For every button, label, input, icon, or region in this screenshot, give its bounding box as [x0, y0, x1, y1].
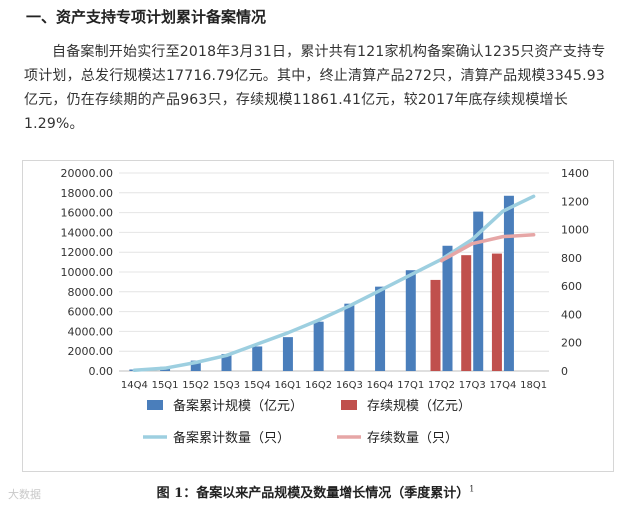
chart-frame: 0.00 2000.00 4000.00 6000.00 8000.00 10000.00… [22, 160, 614, 472]
bar-cumulative-scale [282, 337, 293, 371]
y-left-tick-label: 14000.00 [61, 226, 114, 239]
bar-outstanding-scale [461, 255, 472, 371]
bar-outstanding-scale [491, 253, 502, 371]
x-tick-label: 16Q2 [305, 380, 332, 391]
bar-cumulative-scale [442, 245, 453, 371]
x-tick-label: 17Q3 [459, 380, 486, 391]
line-outstanding-count [439, 233, 536, 263]
bar-cumulative-scale [313, 321, 324, 371]
legend-outstanding-count-label: 存续数量（只） [367, 431, 458, 446]
bar-cumulative-scale [473, 211, 484, 371]
y-left-tick-label: 8000.00 [68, 286, 114, 299]
x-tick-label: 18Q1 [520, 380, 547, 391]
y-left-tick-label: 12000.00 [61, 246, 114, 259]
y-left-tick-label: 20000.00 [61, 167, 114, 180]
y-left-tick-label: 2000.00 [68, 345, 114, 358]
legend-cumulative-scale-swatch [147, 400, 163, 410]
y-right-tick-label: 800 [561, 252, 582, 265]
summary-paragraph: 自备案制开始实行至2018年3月31日，累计共有121家机构备案确认1235只资… [24, 44, 606, 132]
y-right-tick-label: 0 [561, 365, 568, 378]
chart-svg: 0.00 2000.00 4000.00 6000.00 8000.00 10000.00… [61, 167, 590, 446]
y-left-tick-label: 16000.00 [61, 207, 114, 220]
y-left-tick-label: 0.00 [89, 365, 114, 378]
x-tick-label: 15Q2 [182, 380, 209, 391]
x-tick-label: 17Q2 [428, 380, 455, 391]
y-left-tick-label: 10000.00 [61, 266, 114, 279]
x-tick-label: 15Q3 [213, 380, 240, 391]
y-right-tick-label: 1200 [561, 195, 589, 208]
x-tick-label: 17Q4 [489, 380, 516, 391]
line-cumulative-count [132, 194, 536, 373]
figure-caption: 图 1：备案以来产品规模及数量增长情况（季度累计）1 [0, 482, 631, 501]
legend-outstanding-scale-label: 存续规模（亿元） [367, 399, 471, 414]
x-tick-label: 15Q1 [152, 380, 179, 391]
y-right-tick-label: 600 [561, 280, 582, 293]
y-right-tick-label: 1400 [561, 167, 589, 180]
bar-cumulative-scale [190, 360, 201, 371]
y-left-tick-label: 4000.00 [68, 325, 114, 338]
x-tick-label: 17Q1 [397, 380, 424, 391]
bar-cumulative-scale [252, 346, 263, 371]
y-left-tick-label: 6000.00 [68, 306, 114, 319]
bar-cumulative-scale [503, 195, 514, 371]
caption-text: 图 1：备案以来产品规模及数量增长情况（季度累计） [156, 486, 470, 501]
caption-footnote-marker: 1 [469, 484, 475, 494]
legend-outstanding-scale-swatch [341, 400, 357, 410]
bar-cumulative-scale [375, 286, 386, 371]
x-tick-label: 16Q1 [274, 380, 301, 391]
section-heading: 一、资产支持专项计划累计备案情况 [26, 8, 267, 26]
watermark-text: 大数据 [8, 488, 41, 501]
y-left-tick-label: 18000.00 [61, 187, 114, 200]
x-tick-label: 15Q4 [244, 380, 271, 391]
x-tick-label: 14Q4 [121, 380, 148, 391]
y-right-tick-label: 1000 [561, 224, 589, 237]
legend-cumulative-count-label: 备案累计数量（只） [173, 430, 290, 446]
x-tick-label: 16Q4 [367, 380, 394, 391]
bar-cumulative-scale [405, 270, 416, 371]
y-right-tick-label: 200 [561, 337, 582, 350]
bar-outstanding-scale [430, 279, 441, 371]
x-tick-label: 16Q3 [336, 380, 363, 391]
legend-cumulative-scale-label: 备案累计规模（亿元） [173, 398, 303, 414]
bar-cumulative-scale [221, 353, 232, 371]
bar-cumulative-scale [344, 303, 355, 371]
y-right-tick-label: 400 [561, 308, 582, 321]
